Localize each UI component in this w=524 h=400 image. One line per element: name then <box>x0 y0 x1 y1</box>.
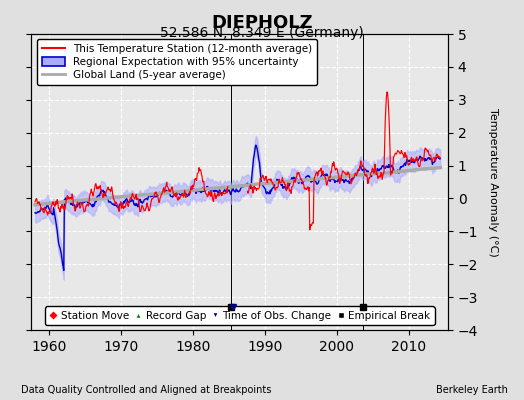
Text: Data Quality Controlled and Aligned at Breakpoints: Data Quality Controlled and Aligned at B… <box>21 385 271 395</box>
Text: 52.586 N, 8.349 E (Germany): 52.586 N, 8.349 E (Germany) <box>160 26 364 40</box>
Text: DIEPHOLZ: DIEPHOLZ <box>211 14 313 32</box>
Y-axis label: Temperature Anomaly (°C): Temperature Anomaly (°C) <box>488 108 498 256</box>
Legend: Station Move, Record Gap, Time of Obs. Change, Empirical Break: Station Move, Record Gap, Time of Obs. C… <box>45 306 434 325</box>
Text: Berkeley Earth: Berkeley Earth <box>436 385 508 395</box>
